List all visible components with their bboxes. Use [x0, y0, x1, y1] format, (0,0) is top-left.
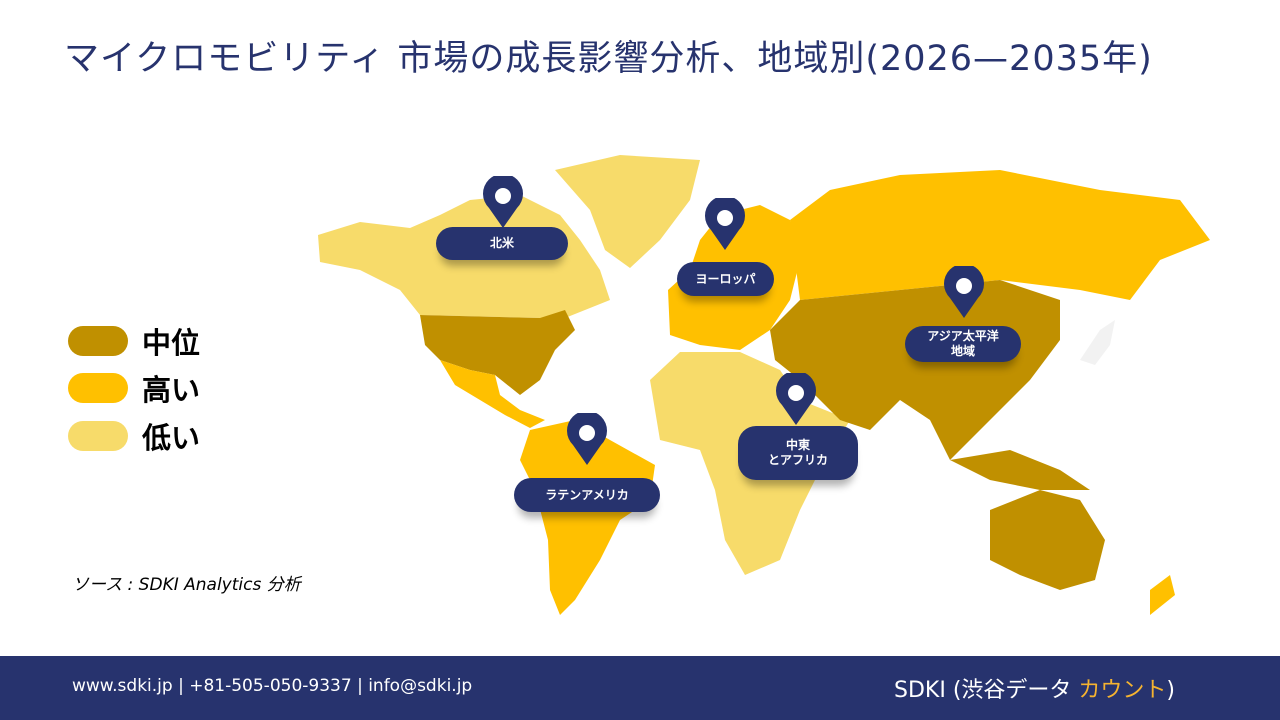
map-pin-icon: [944, 266, 984, 318]
region-label-latin-america: ラテンアメリカ: [514, 478, 660, 512]
region-label-europe: ヨーロッパ: [677, 262, 774, 296]
region-label-asia-pacific: アジア太平洋 地域: [905, 326, 1021, 362]
legend-label: 中位: [142, 326, 201, 360]
legend-label: 高い: [142, 373, 201, 407]
brand-close: ): [1166, 678, 1175, 703]
map-pin-icon: [567, 413, 607, 465]
region-label-middle-east-africa: 中東 とアフリカ: [738, 426, 858, 480]
region-australia: [990, 490, 1105, 590]
footer: www.sdki.jp | +81-505-050-9337 | info@sd…: [0, 656, 1280, 720]
legend-swatch: [68, 421, 128, 451]
region-japan: [1080, 320, 1115, 365]
legend-item-high: 高い: [68, 367, 200, 409]
map-pin-icon: [705, 198, 745, 250]
world-map: [318, 155, 1210, 615]
map-pin-icon: [776, 373, 816, 425]
region-asia: [770, 280, 1060, 460]
brand-accent: カウント: [1078, 678, 1167, 703]
region-usa: [420, 310, 575, 395]
legend-item-medium: 中位: [68, 320, 200, 362]
brand-logo: SDKI (渋谷データ カウント): [894, 672, 1175, 704]
region-russia: [790, 170, 1210, 300]
region-label-north-america: 北米: [436, 227, 568, 260]
region-south-america: [520, 420, 655, 615]
legend-label: 低い: [142, 421, 201, 455]
region-mexico: [440, 360, 545, 428]
page-title: マイクロモビリティ 市場の成長影響分析、地域別(2026—2035年): [64, 39, 1153, 79]
brand-main: SDKI (渋谷データ: [894, 678, 1079, 703]
region-se-asia: [950, 450, 1090, 490]
legend-swatch: [68, 373, 128, 403]
source-note: ソース : SDKI Analytics 分析: [72, 575, 301, 595]
map-pin-icon: [483, 176, 523, 228]
legend-swatch: [68, 326, 128, 356]
region-greenland: [555, 155, 700, 268]
legend-item-low: 低い: [68, 415, 200, 457]
region-new-zealand: [1150, 575, 1175, 615]
contact-info: www.sdki.jp | +81-505-050-9337 | info@sd…: [72, 676, 473, 696]
